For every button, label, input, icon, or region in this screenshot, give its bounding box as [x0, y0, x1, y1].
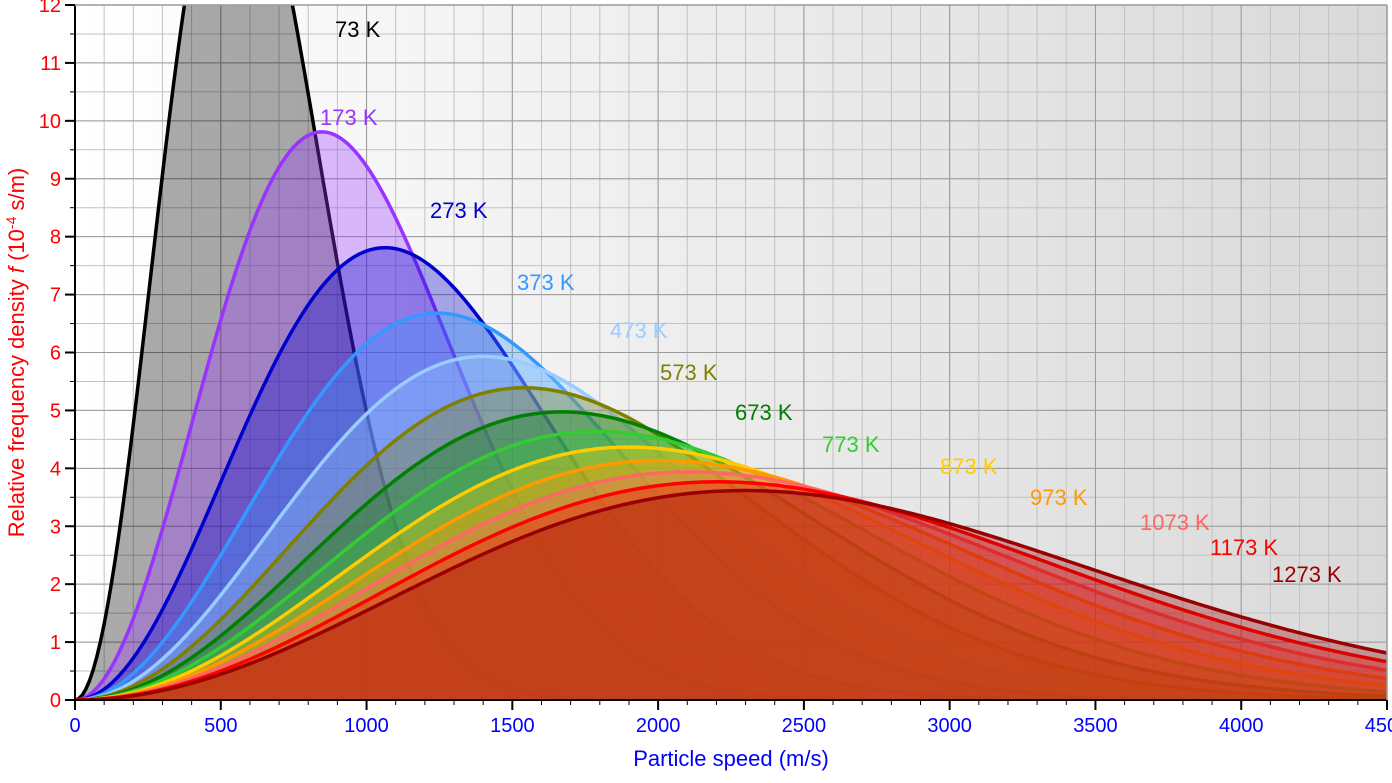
x-tick-label: 500	[204, 715, 237, 737]
y-tick-label: 3	[50, 516, 61, 538]
y-tick-label: 1	[50, 632, 61, 654]
maxwell-boltzmann-chart: 73 K 173 K 273 K 373 K 473 K 573 K 673 K 773 K 8…	[0, 0, 1392, 783]
x-tick-label: 4000	[1219, 715, 1264, 737]
x-tick-label: 1500	[490, 715, 535, 737]
curve-label-1173: 1173 K	[1210, 535, 1278, 560]
curve-label-273: 273 K	[430, 198, 488, 223]
y-tick-label: 0	[50, 690, 61, 712]
x-tick-label: 3500	[1073, 715, 1118, 737]
x-tick-label: 4500	[1365, 715, 1392, 737]
curve-label-873: 873 K	[940, 454, 998, 479]
y-tick-label: 9	[50, 169, 61, 191]
curve-label-773: 773 K	[822, 432, 880, 457]
curve-label-573: 573 K	[660, 360, 718, 385]
y-tick-label: 8	[50, 227, 61, 249]
y-tick-label: 4	[50, 458, 61, 480]
y-tick-label: 11	[40, 53, 61, 75]
y-tick-label: 12	[39, 0, 61, 17]
x-axis-title: Particle speed (m/s)	[633, 746, 829, 771]
x-tick-label: 2000	[636, 715, 681, 737]
curve-label-673: 673 K	[735, 400, 793, 425]
curve-label-173: 173 K	[320, 105, 378, 130]
x-tick-label: 1000	[344, 715, 389, 737]
x-tick-label: 2500	[782, 715, 827, 737]
curve-label-73: 73 K	[335, 17, 381, 42]
y-tick-label: 7	[50, 285, 61, 307]
y-tick-label: 6	[50, 343, 61, 365]
x-tick-label: 3000	[927, 715, 972, 737]
y-tick-label: 2	[50, 574, 61, 596]
y-axis-title: Relative frequency density f (10-4 s/m)	[3, 168, 29, 538]
y-tick-label: 10	[39, 111, 61, 133]
x-tick-label: 0	[69, 715, 80, 737]
curve-label-973: 973 K	[1030, 485, 1088, 510]
curve-label-473: 473 K	[610, 318, 668, 343]
curve-label-1073: 1073 K	[1140, 510, 1210, 535]
curve-label-373: 373 K	[517, 270, 575, 295]
chart-container: 73 K 173 K 273 K 373 K 473 K 573 K 673 K 773 K 8…	[0, 0, 1392, 783]
curve-label-1273: 1273 K	[1272, 562, 1342, 587]
y-tick-label: 5	[50, 400, 61, 422]
